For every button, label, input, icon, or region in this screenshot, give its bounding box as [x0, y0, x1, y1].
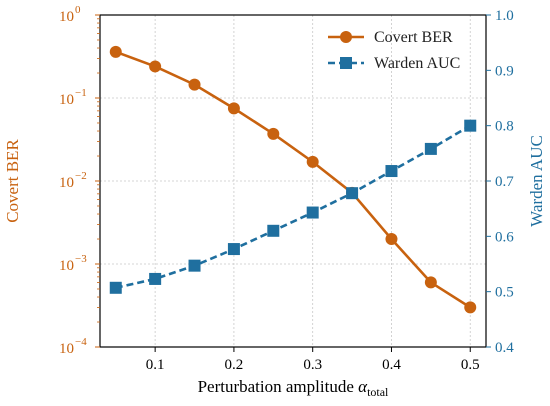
left-tick-exponent: 0 — [75, 4, 81, 16]
right-tick-label: 1.0 — [495, 8, 514, 24]
series-line-warden-auc — [115, 124, 471, 290]
data-point-covert-ber — [227, 102, 240, 115]
data-point-warden-auc — [424, 142, 437, 155]
data-point-warden-auc — [227, 243, 240, 256]
series-layer — [109, 45, 477, 314]
legend: Covert BER Warden AUC — [328, 29, 460, 72]
x-axis-title-text: Perturbation amplitude — [198, 377, 359, 396]
data-point-covert-ber — [109, 45, 122, 58]
legend-marker-circle — [340, 31, 352, 43]
x-tick-label: 0.2 — [225, 357, 244, 373]
data-point-warden-auc — [346, 187, 359, 200]
left-tick-exponent: −3 — [75, 253, 87, 265]
left-tick-exponent: −1 — [75, 87, 87, 99]
x-tick-label: 0.5 — [461, 357, 480, 373]
data-point-covert-ber — [424, 276, 437, 289]
right-tick-label: 0.6 — [495, 229, 514, 245]
data-point-covert-ber — [464, 301, 477, 314]
right-tick-label: 0.7 — [495, 174, 514, 190]
x-tick-label: 0.4 — [382, 357, 401, 373]
data-point-covert-ber — [385, 233, 398, 246]
left-tick-label: 10 — [59, 258, 74, 274]
data-point-warden-auc — [267, 224, 280, 237]
data-point-covert-ber — [188, 78, 201, 91]
left-axis-title: Covert BER — [3, 139, 22, 223]
legend-label: Warden AUC — [374, 55, 460, 72]
data-point-covert-ber — [149, 60, 162, 73]
data-point-warden-auc — [464, 119, 477, 132]
x-axis-title-symbol: α — [358, 377, 368, 396]
left-tick-label: 10 — [59, 92, 74, 108]
x-tick-label: 0.1 — [146, 357, 165, 373]
left-tick-label: 10 — [59, 341, 74, 357]
data-point-covert-ber — [306, 155, 319, 168]
x-tick-label: 0.3 — [303, 357, 322, 373]
right-tick-label: 0.4 — [495, 340, 514, 356]
data-point-warden-auc — [385, 165, 398, 178]
left-tick-exponent: −2 — [75, 170, 87, 182]
left-tick-exponent: −4 — [75, 336, 87, 348]
right-tick-label: 0.9 — [495, 63, 514, 79]
axes: 0.1 0.2 0.3 0.4 0.510−410−310−210−110 00.40.5… — [3, 4, 546, 399]
right-tick-label: 0.8 — [495, 119, 514, 135]
data-point-warden-auc — [149, 272, 162, 285]
left-tick-label: 10 — [59, 175, 74, 191]
x-axis-title: Perturbation amplitude αtotal — [198, 377, 389, 399]
data-point-warden-auc — [109, 281, 122, 294]
right-axis-title: Warden AUC — [527, 135, 546, 227]
data-point-warden-auc — [188, 259, 201, 272]
x-axis-title-subscript: total — [367, 385, 389, 399]
data-point-warden-auc — [306, 206, 319, 219]
data-point-covert-ber — [267, 127, 280, 140]
left-tick-label: 10 — [59, 9, 74, 25]
right-tick-label: 0.5 — [495, 285, 514, 301]
series-line-covert-ber — [115, 50, 471, 309]
legend-marker-square — [340, 57, 352, 69]
legend-label: Covert BER — [374, 29, 453, 46]
